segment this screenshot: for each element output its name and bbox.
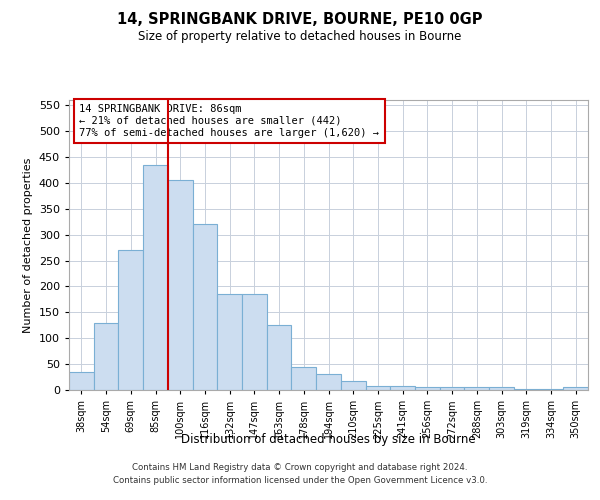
Bar — [390, 386, 415, 390]
Bar — [94, 322, 118, 390]
Text: 14, SPRINGBANK DRIVE, BOURNE, PE10 0GP: 14, SPRINGBANK DRIVE, BOURNE, PE10 0GP — [117, 12, 483, 28]
Bar — [217, 294, 242, 390]
Bar — [143, 164, 168, 390]
Text: Distribution of detached houses by size in Bourne: Distribution of detached houses by size … — [181, 432, 476, 446]
Bar — [69, 372, 94, 390]
Text: Contains public sector information licensed under the Open Government Licence v3: Contains public sector information licen… — [113, 476, 487, 485]
Bar — [341, 380, 365, 390]
Bar — [440, 388, 464, 390]
Bar — [118, 250, 143, 390]
Bar — [415, 388, 440, 390]
Text: Size of property relative to detached houses in Bourne: Size of property relative to detached ho… — [139, 30, 461, 43]
Bar — [193, 224, 217, 390]
Text: 14 SPRINGBANK DRIVE: 86sqm
← 21% of detached houses are smaller (442)
77% of sem: 14 SPRINGBANK DRIVE: 86sqm ← 21% of deta… — [79, 104, 379, 138]
Bar — [316, 374, 341, 390]
Text: Contains HM Land Registry data © Crown copyright and database right 2024.: Contains HM Land Registry data © Crown c… — [132, 462, 468, 471]
Bar — [292, 366, 316, 390]
Y-axis label: Number of detached properties: Number of detached properties — [23, 158, 33, 332]
Bar — [267, 326, 292, 390]
Bar — [563, 388, 588, 390]
Bar — [464, 388, 489, 390]
Bar — [489, 388, 514, 390]
Bar — [365, 386, 390, 390]
Bar — [242, 294, 267, 390]
Bar — [168, 180, 193, 390]
Bar — [539, 389, 563, 390]
Bar — [514, 389, 539, 390]
